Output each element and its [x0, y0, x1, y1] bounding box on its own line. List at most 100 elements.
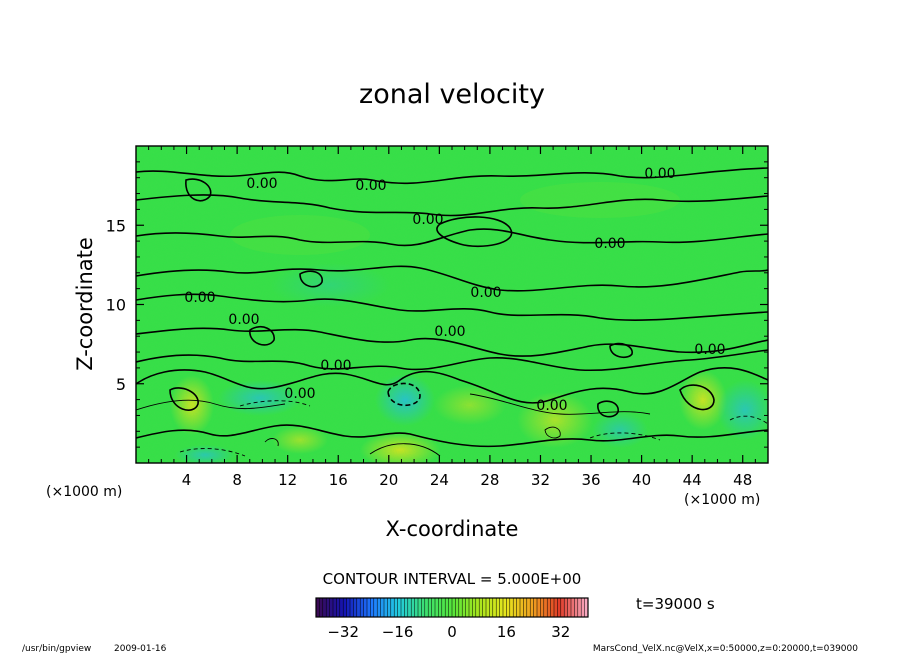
x-units-right: (×1000 m)	[684, 492, 760, 508]
x-tick-label: 8	[232, 471, 242, 489]
colorbar-cell	[435, 598, 439, 617]
colorbar-cell	[353, 598, 358, 617]
x-tick-label: 16	[329, 471, 348, 489]
colorbar-tick-label: −32	[327, 623, 359, 641]
colorbar-cell	[445, 598, 449, 617]
colorbar-cell	[496, 598, 500, 617]
contour-label: 0.00	[228, 312, 259, 328]
x-tick-label: 28	[480, 471, 499, 489]
colorbar-cell	[513, 598, 517, 617]
colorbar-cell	[326, 598, 330, 617]
contour-label: 0.00	[434, 324, 465, 340]
colorbar-cell	[503, 598, 507, 617]
colorbar-cell	[360, 598, 364, 617]
x-axis-label: X-coordinate	[386, 517, 519, 541]
colorbar-cell	[547, 598, 551, 617]
y-axis-label: Z-coordinate	[73, 237, 97, 371]
colorbar-cell	[452, 598, 456, 617]
colorbar-cell	[554, 598, 558, 617]
colorbar-cell	[343, 598, 347, 617]
colorbar-cell	[530, 598, 534, 617]
y-tick-label: 15	[106, 216, 126, 235]
colorbar-cell	[333, 598, 337, 617]
colorbar-cell	[526, 598, 531, 617]
colorbar-cell	[373, 598, 378, 617]
x-tick-label: 12	[278, 471, 297, 489]
plot-date: 2009-01-16	[114, 644, 167, 654]
colorbar-cell	[462, 598, 466, 617]
colorbar-cell	[455, 598, 460, 617]
colorbar-cell	[543, 598, 548, 617]
colorbar-cell	[479, 598, 483, 617]
colorbar-tick-label: −16	[382, 623, 414, 641]
contour-label: 0.00	[594, 236, 625, 252]
colorbar-cell	[472, 598, 477, 617]
colorbar-cell	[414, 598, 419, 617]
colorbar-cell	[486, 598, 490, 617]
colorbar-cell	[560, 598, 565, 617]
contour-label: 0.00	[246, 176, 277, 192]
colorbar-cell	[509, 598, 514, 617]
colorbar-cell	[506, 598, 511, 617]
colorbar-cell	[482, 598, 487, 617]
colorbar-cell	[350, 598, 354, 617]
colorbar-cell	[492, 598, 497, 617]
colorbar-cell	[533, 598, 538, 617]
contour-label: 0.00	[184, 290, 215, 306]
colorbar-cell	[387, 598, 392, 617]
colorbar-cell	[319, 598, 324, 617]
colorbar-cell	[557, 598, 562, 617]
contour-label: 0.00	[536, 398, 567, 414]
colorbar-cell	[499, 598, 504, 617]
contour-label: 0.00	[412, 212, 443, 228]
contour-label: 0.00	[644, 166, 675, 182]
x-tick-label: 44	[683, 471, 702, 489]
contour-interval: CONTOUR INTERVAL = 5.000E+00	[323, 570, 582, 588]
colorbar-cell	[516, 598, 521, 617]
x-tick-label: 48	[733, 471, 752, 489]
colorbar-cell	[489, 598, 494, 617]
x-tick-label: 20	[379, 471, 398, 489]
source-info: MarsCond_VelX.nc@VelX,x=0:50000,z=0:2000…	[593, 644, 858, 654]
x-units-left: (×1000 m)	[46, 484, 122, 500]
colorbar-cell	[424, 598, 429, 617]
x-tick-label: 4	[182, 471, 192, 489]
contour-lines	[136, 167, 768, 448]
colorbar-cell	[356, 598, 361, 617]
colorbar-cell	[574, 598, 579, 617]
contour-label: 0.00	[355, 178, 386, 194]
x-tick-label: 36	[581, 471, 600, 489]
colorbar-cell	[363, 598, 368, 617]
colorbar-cell	[550, 598, 555, 617]
time-label: t=39000 s	[636, 595, 715, 613]
colorbar-cell	[377, 598, 381, 617]
colorbar-cell	[329, 598, 334, 617]
colorbar-cell	[540, 598, 545, 617]
program-path: /usr/bin/gpview	[22, 644, 91, 654]
colorbar-cell	[397, 598, 402, 617]
colorbar-cell	[370, 598, 375, 617]
heatmap-field: 0.00 0.00 0.00 0.00 0.00 0.00 0.00 0.00 0.00 0.00…	[136, 146, 768, 463]
colorbar-cell	[581, 598, 585, 617]
colorbar-cell	[465, 598, 470, 617]
colorbar-cell	[367, 598, 371, 617]
colorbar-cell	[418, 598, 422, 617]
colorbar-tick-label: 0	[447, 623, 457, 641]
colorbar-cell	[322, 598, 327, 617]
colorbar-cell	[438, 598, 443, 617]
colorbar-cell	[390, 598, 395, 617]
colorbar-cell	[401, 598, 405, 617]
chart-title: zonal velocity	[359, 79, 545, 110]
colorbar-cell	[346, 598, 351, 617]
colorbar-cell	[404, 598, 409, 617]
colorbar: −32 −16 0 16 32	[315, 597, 589, 641]
colorbar-cell	[571, 598, 575, 617]
colorbar-tick-label: 32	[551, 623, 570, 641]
colorbar-cell	[339, 598, 344, 617]
colorbar-cell	[428, 598, 432, 617]
colorbar-cell	[448, 598, 453, 617]
contour-label: 0.00	[320, 358, 351, 374]
x-tick-label: 32	[531, 471, 550, 489]
colorbar-cell	[407, 598, 412, 617]
colorbar-cell	[421, 598, 426, 617]
